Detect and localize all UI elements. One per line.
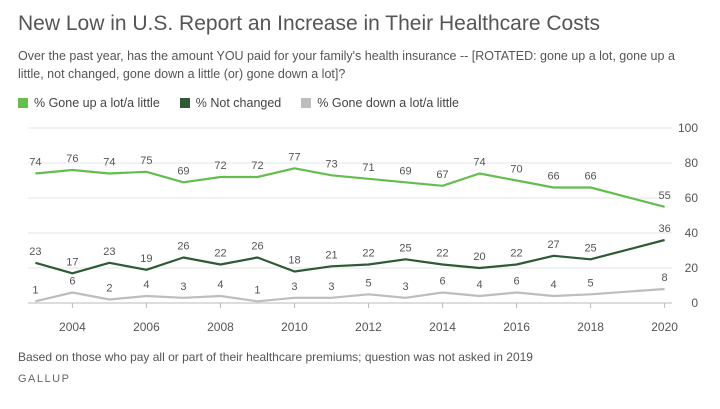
data-label-gone-up-2011: 73 (325, 158, 337, 170)
x-tick-label-2012: 2012 (355, 320, 382, 334)
y-tick-label-20: 20 (685, 261, 699, 275)
data-label-not-changed-2003: 23 (29, 246, 41, 258)
data-label-not-changed-2017: 27 (547, 239, 559, 251)
data-label-not-changed-2007: 26 (177, 241, 189, 253)
data-label-not-changed-2006: 19 (140, 253, 152, 265)
data-label-gone-down-2011: 3 (328, 281, 334, 293)
data-label-not-changed-2008: 22 (214, 248, 226, 260)
x-tick-label-2008: 2008 (207, 320, 234, 334)
data-label-gone-down-2018: 5 (588, 277, 594, 289)
series-line-not-changed (35, 238, 665, 275)
legend-item-not-changed: % Not changed (179, 96, 282, 110)
data-label-gone-down-2006: 4 (143, 279, 149, 291)
x-tick-label-2018: 2018 (577, 320, 604, 334)
legend-swatch-not-changed (179, 98, 190, 108)
data-label-not-changed-2015: 20 (473, 251, 485, 263)
data-label-gone-up-2015: 74 (473, 157, 485, 169)
data-label-gone-up-2020: 55 (658, 190, 670, 202)
legend-swatch-gone-up (18, 98, 28, 108)
data-label-gone-down-2010: 3 (291, 281, 297, 293)
data-label-gone-up-2016: 70 (510, 164, 522, 176)
legend: % Gone up a lot/a little % Not changed %… (18, 96, 459, 110)
chart-title: New Low in U.S. Report an Increase in Th… (18, 12, 601, 35)
x-tick-label-2020: 2020 (651, 320, 678, 334)
data-label-gone-up-2009: 72 (251, 160, 263, 172)
legend-item-gone-down: % Gone down a lot/a little (301, 96, 459, 110)
legend-item-gone-up: % Gone up a lot/a little (18, 96, 160, 110)
data-label-gone-down-2013: 3 (402, 281, 408, 293)
y-tick-label-100: 100 (678, 121, 698, 135)
data-label-not-changed-2012: 22 (362, 248, 374, 260)
data-label-gone-down-2012: 5 (365, 277, 371, 289)
data-label-gone-up-2010: 77 (288, 151, 300, 163)
data-label-not-changed-2013: 25 (399, 242, 411, 254)
data-label-gone-up-2008: 72 (214, 160, 226, 172)
data-label-gone-down-2005: 2 (106, 283, 112, 295)
data-label-gone-up-2005: 74 (103, 157, 115, 169)
x-tick-label-2006: 2006 (133, 320, 160, 334)
data-label-not-changed-2004: 17 (66, 256, 78, 268)
data-label-gone-up-2003: 74 (29, 157, 41, 169)
data-label-not-changed-2005: 23 (103, 246, 115, 258)
data-label-not-changed-2014: 22 (436, 248, 448, 260)
legend-label-not-changed: % Not changed (195, 96, 282, 110)
y-tick-label-0: 0 (691, 296, 698, 310)
data-label-gone-down-2020: 8 (662, 272, 668, 284)
data-label-gone-up-2014: 67 (436, 169, 448, 181)
source-label: GALLUP (18, 373, 71, 385)
series-line-gone-up (35, 167, 665, 208)
chart-subtitle: Over the past year, has the amount YOU p… (18, 49, 675, 81)
legend-swatch-gone-down (301, 98, 312, 108)
data-label-gone-up-2017: 66 (547, 171, 559, 183)
data-label-gone-up-2018: 66 (584, 171, 596, 183)
chart-note: Based on those who pay all or part of th… (18, 350, 533, 364)
data-label-gone-down-2008: 4 (217, 279, 223, 291)
legend-label-gone-down: % Gone down a lot/a little (317, 96, 460, 110)
data-label-gone-down-2016: 6 (513, 276, 519, 288)
data-label-gone-down-2007: 3 (180, 281, 186, 293)
data-label-not-changed-2016: 22 (510, 248, 522, 260)
x-tick-label-2014: 2014 (429, 320, 456, 334)
data-label-gone-up-2012: 71 (362, 162, 374, 174)
data-label-not-changed-2010: 18 (288, 255, 300, 267)
data-label-gone-down-2015: 4 (476, 279, 482, 291)
y-tick-label-40: 40 (685, 226, 699, 240)
series-line-gone-down (35, 287, 665, 303)
y-tick-label-80: 80 (685, 156, 699, 170)
x-tick-label-2010: 2010 (281, 320, 308, 334)
data-label-gone-up-2007: 69 (177, 165, 189, 177)
data-label-gone-up-2013: 69 (399, 165, 411, 177)
data-label-not-changed-2018: 25 (584, 242, 596, 254)
data-label-gone-down-2014: 6 (439, 276, 445, 288)
data-label-gone-down-2009: 1 (254, 284, 260, 296)
x-tick-label-2004: 2004 (59, 320, 86, 334)
data-label-not-changed-2011: 21 (325, 249, 337, 261)
data-label-not-changed-2020: 36 (658, 223, 670, 235)
data-label-gone-up-2004: 76 (66, 153, 78, 165)
x-tick-label-2016: 2016 (503, 320, 530, 334)
data-label-gone-up-2006: 75 (140, 155, 152, 167)
data-label-gone-down-2004: 6 (69, 276, 75, 288)
y-tick-label-60: 60 (685, 191, 699, 205)
data-label-gone-down-2017: 4 (551, 279, 557, 291)
data-label-not-changed-2009: 26 (251, 241, 263, 253)
legend-label-gone-up: % Gone up a lot/a little (34, 96, 160, 110)
data-label-gone-down-2003: 1 (32, 284, 38, 296)
